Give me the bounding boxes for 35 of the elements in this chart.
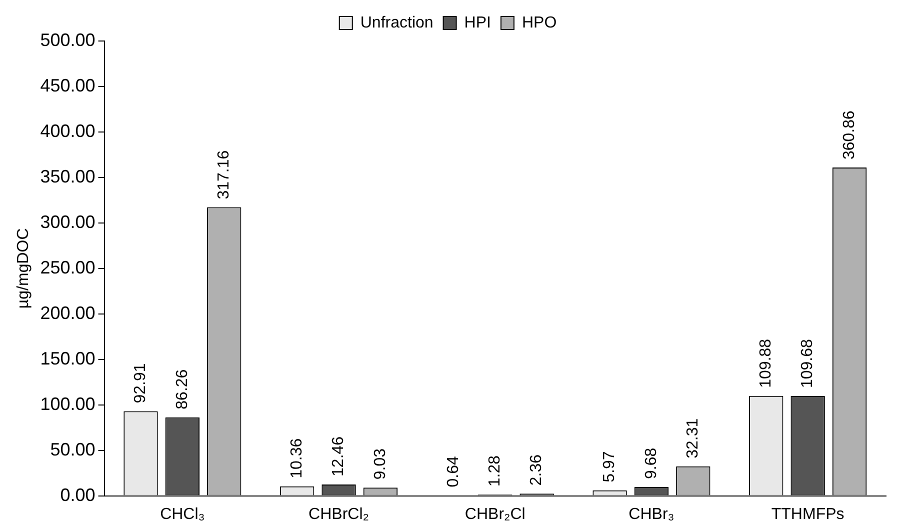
data-label: 10.36 [288,438,306,478]
x-tick-label: CHCl₃ [160,506,205,523]
x-tick-label: CHBrCl₂ [308,506,369,523]
legend-label: Unfraction [360,14,434,32]
data-label: 92.91 [132,363,150,404]
legend-label: HPI [464,14,491,32]
data-label: 12.46 [330,436,348,476]
y-tick-label: 350.00 [40,166,96,186]
y-tick-label: 100.00 [40,394,96,414]
y-tick-label: 150.00 [40,348,96,368]
y-axis-title: µg/mgDOC [15,228,32,309]
data-label: 9.68 [642,448,660,479]
legend-label: HPO [522,14,557,32]
y-tick-label: 200.00 [40,302,96,323]
data-label: 32.31 [684,418,702,458]
y-tick-label: 500.00 [40,30,96,50]
x-tick-label: CHBr₃ [628,506,674,523]
data-label: 1.28 [486,455,504,487]
data-label: 86.26 [174,369,191,410]
data-label: 317.16 [216,150,233,200]
y-tick-label: 300.00 [40,212,96,232]
y-tick-label: 0.00 [60,484,96,505]
y-tick-label: 250.00 [40,257,96,278]
data-label: 0.64 [444,456,462,488]
data-label: 2.36 [528,454,546,486]
x-tick-label: CHBr₂Cl [464,506,526,523]
data-label: 109.88 [758,338,775,388]
data-label: 9.03 [372,448,389,480]
y-tick-label: 400.00 [40,120,96,141]
y-tick-label: 450.00 [40,75,96,96]
y-tick-label: 50.00 [50,439,96,460]
data-label: 109.68 [799,338,816,388]
data-label: 5.97 [601,451,618,482]
data-label: 360.86 [840,110,858,160]
x-tick-label: TTHMFPs [771,506,844,523]
